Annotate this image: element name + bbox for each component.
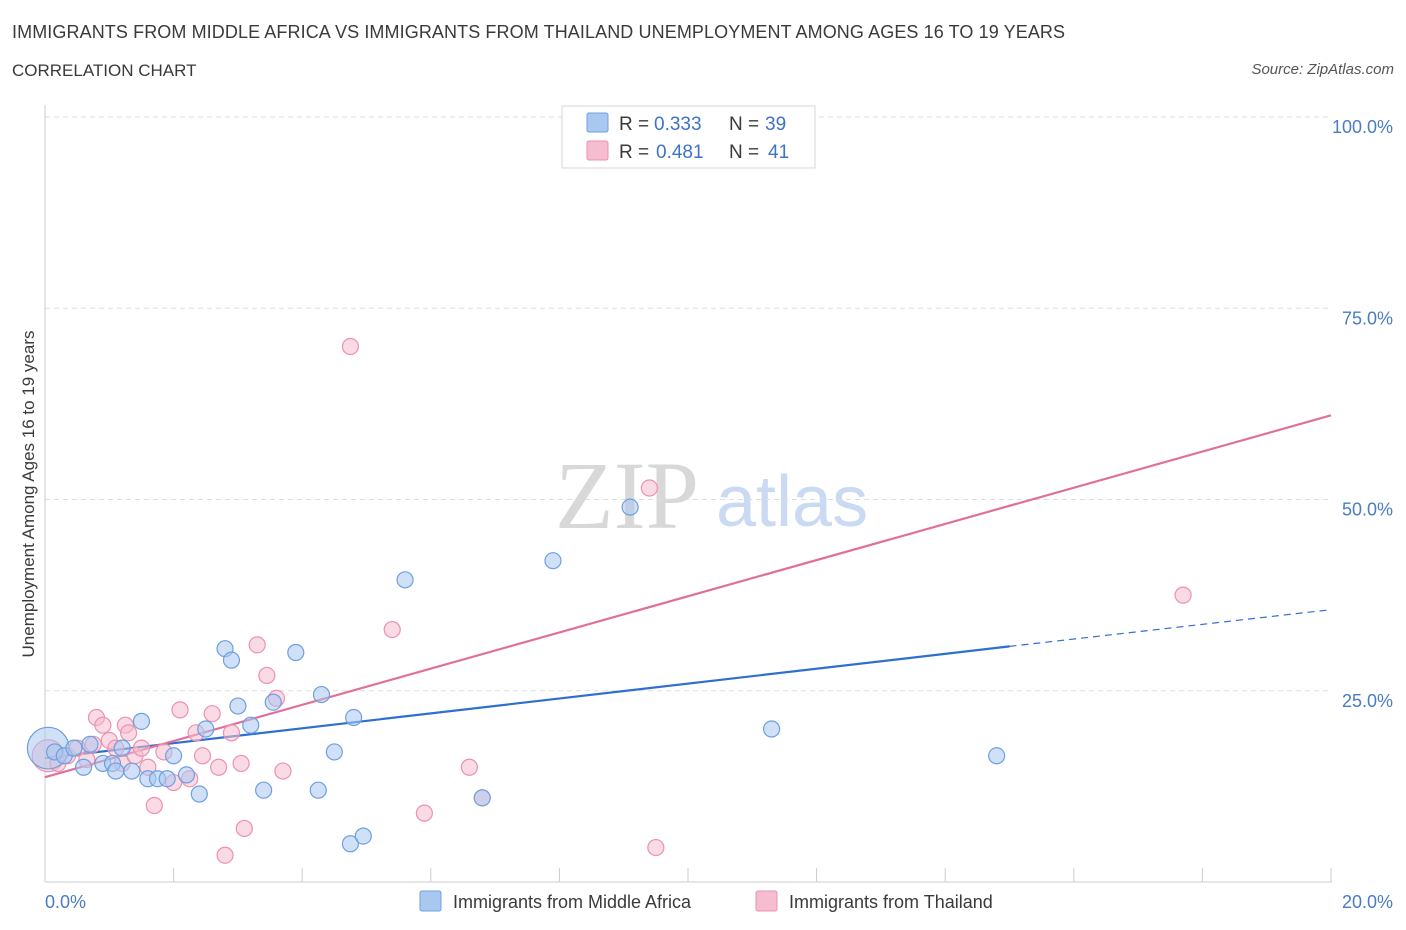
point-middle-africa	[113, 739, 131, 757]
watermark-zip: ZIP	[555, 442, 699, 549]
point-middle-africa	[312, 685, 331, 704]
y-tick-label: 100.0%	[1332, 117, 1393, 137]
series-legend-label-thailand: Immigrants from Thailand	[789, 892, 993, 912]
point-middle-africa	[242, 716, 260, 734]
y-tick-label: 50.0%	[1342, 500, 1393, 520]
point-middle-africa	[762, 720, 781, 738]
y-axis-title: Unemployment Among Ages 16 to 19 years	[19, 331, 38, 658]
legend-r-label-1: R =	[619, 114, 649, 135]
point-thailand	[235, 819, 253, 838]
point-thailand	[132, 739, 151, 757]
source-note: Source: ZipAtlas.com	[1251, 61, 1394, 78]
point-thailand	[171, 701, 189, 719]
point-thailand	[203, 705, 221, 723]
series-legend-swatch-thailand	[755, 890, 778, 912]
legend-swatch-thailand	[586, 140, 609, 161]
point-middle-africa	[988, 747, 1006, 765]
point-middle-africa	[229, 697, 247, 715]
point-middle-africa	[190, 785, 208, 803]
point-middle-africa	[132, 712, 151, 730]
legend-r-value-2: 0.481	[656, 142, 704, 163]
point-thailand	[640, 479, 659, 497]
point-middle-africa	[165, 747, 183, 765]
point-middle-africa	[345, 708, 363, 727]
legend-n-label-1: N =	[729, 114, 759, 135]
y-tick-labels: 25.0% 50.0% 75.0% 100.0%	[1332, 117, 1393, 711]
watermark-atlas: atlas	[716, 462, 868, 542]
point-middle-africa	[264, 693, 282, 711]
point-middle-africa	[396, 571, 414, 589]
point-middle-africa	[325, 743, 343, 761]
point-thailand	[232, 754, 250, 773]
point-middle-africa	[158, 770, 176, 788]
x-tick-label-min: 0.0%	[45, 892, 86, 912]
series-legend-label-middle-africa: Immigrants from Middle Africa	[453, 892, 692, 912]
trend-line-middle-africa	[44, 645, 1010, 760]
point-thailand	[383, 620, 401, 639]
point-thailand	[145, 796, 163, 815]
point-thailand	[415, 804, 433, 822]
point-thailand	[258, 666, 276, 685]
point-middle-africa	[354, 827, 372, 845]
legend-n-label-2: N =	[729, 142, 759, 163]
grid-lines	[45, 116, 1331, 692]
point-middle-africa	[222, 651, 241, 669]
point-middle-africa	[341, 835, 360, 853]
point-middle-africa	[473, 789, 491, 807]
point-middle-africa	[544, 552, 562, 570]
point-thailand	[647, 838, 665, 857]
series-legend: Immigrants from Middle Africa Immigrants…	[419, 890, 993, 912]
data-points	[26, 108, 1192, 864]
chart-title: IMMIGRANTS FROM MIDDLE AFRICA VS IMMIGRA…	[12, 22, 1066, 42]
point-middle-africa	[65, 739, 83, 757]
point-middle-africa	[81, 735, 99, 753]
point-middle-africa	[287, 643, 305, 662]
point-thailand	[216, 846, 234, 864]
point-middle-africa	[107, 762, 125, 780]
point-thailand	[341, 337, 360, 356]
trend-line-thailand	[44, 414, 1332, 779]
point-middle-africa	[177, 766, 196, 784]
point-thailand	[460, 758, 478, 776]
point-middle-africa	[621, 498, 639, 516]
x-tick-label-max: 20.0%	[1342, 892, 1393, 912]
legend-swatch-middle-africa	[586, 112, 609, 133]
point-thailand	[248, 636, 266, 654]
legend-n-value-1: 39	[765, 114, 786, 135]
legend-r-label-2: R =	[619, 142, 649, 163]
y-tick-label: 25.0%	[1342, 691, 1393, 711]
trend-line-middle-africa-extension	[1009, 609, 1332, 647]
point-middle-africa	[309, 781, 327, 799]
point-middle-africa	[255, 781, 273, 799]
x-tick-labels: 0.0% 20.0%	[45, 868, 1393, 912]
point-thailand	[222, 724, 241, 742]
point-thailand	[94, 716, 112, 734]
point-middle-africa	[123, 762, 141, 780]
legend-n-value-2: 41	[768, 142, 789, 163]
chart-subtitle: CORRELATION CHART	[12, 61, 197, 80]
point-thailand	[119, 724, 138, 742]
series-legend-swatch-middle-africa	[419, 890, 442, 912]
y-tick-label: 75.0%	[1342, 308, 1393, 328]
point-thailand	[210, 758, 228, 776]
stats-legend: R = 0.333 N = 39 R = 0.481 N = 41	[561, 105, 816, 169]
point-thailand	[274, 762, 292, 780]
trend-lines	[44, 414, 1332, 779]
point-middle-africa	[197, 720, 215, 738]
legend-r-value-1: 0.333	[654, 114, 702, 135]
point-middle-africa	[74, 758, 93, 776]
point-thailand	[193, 747, 212, 765]
point-thailand	[1174, 586, 1192, 604]
